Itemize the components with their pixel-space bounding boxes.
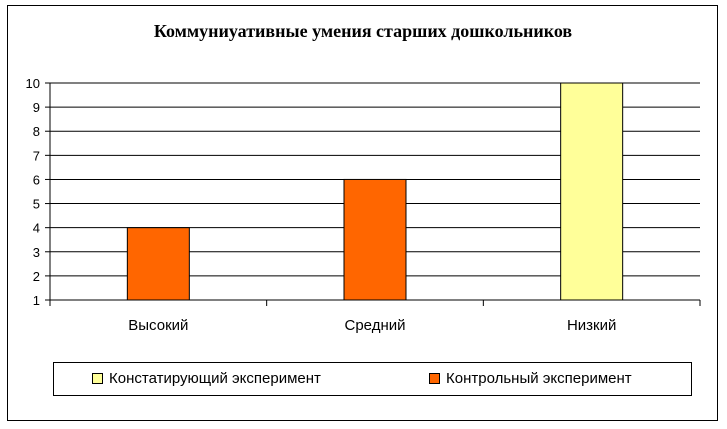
- y-tick-label: 7: [33, 148, 40, 163]
- bars: [126, 82, 624, 301]
- legend-item-constating: Констатирующий эксперимент: [92, 370, 321, 387]
- y-tick-label: 5: [33, 197, 40, 212]
- chart-title: Коммуниуативные умения старших дошкольни…: [154, 21, 573, 41]
- y-tick-label: 1: [33, 293, 40, 308]
- legend-swatch-constating: [92, 373, 103, 384]
- y-tick-label: 6: [33, 172, 40, 187]
- bar-control: [126, 227, 190, 301]
- chart-legend: Констатирующий эксперимент Контрольный э…: [53, 362, 692, 396]
- y-tick-labels: 1 2 3 4 5 6 7 8 9 10: [26, 76, 40, 308]
- bar-constating: [560, 82, 624, 301]
- legend-label-control: Контрольный эксперимент: [446, 370, 632, 387]
- legend-swatch-control: [429, 373, 440, 384]
- legend-item-control: Контрольный эксперимент: [429, 370, 632, 387]
- legend-label-constating: Констатирующий эксперимент: [109, 370, 321, 387]
- y-tick-label: 8: [33, 124, 40, 139]
- y-tick-label: 3: [33, 245, 40, 260]
- x-category-labels: Высокий Средний Низкий: [128, 317, 616, 334]
- y-tick-label: 9: [33, 100, 40, 115]
- bar-control: [343, 178, 407, 301]
- y-tick-label: 4: [33, 221, 40, 236]
- axes: [49, 83, 701, 306]
- y-tick-label: 2: [33, 269, 40, 284]
- x-category-label: Низкий: [567, 317, 616, 334]
- x-category-label: Высокий: [128, 317, 188, 334]
- x-category-label: Средний: [345, 317, 406, 334]
- y-tick-label: 10: [26, 76, 40, 91]
